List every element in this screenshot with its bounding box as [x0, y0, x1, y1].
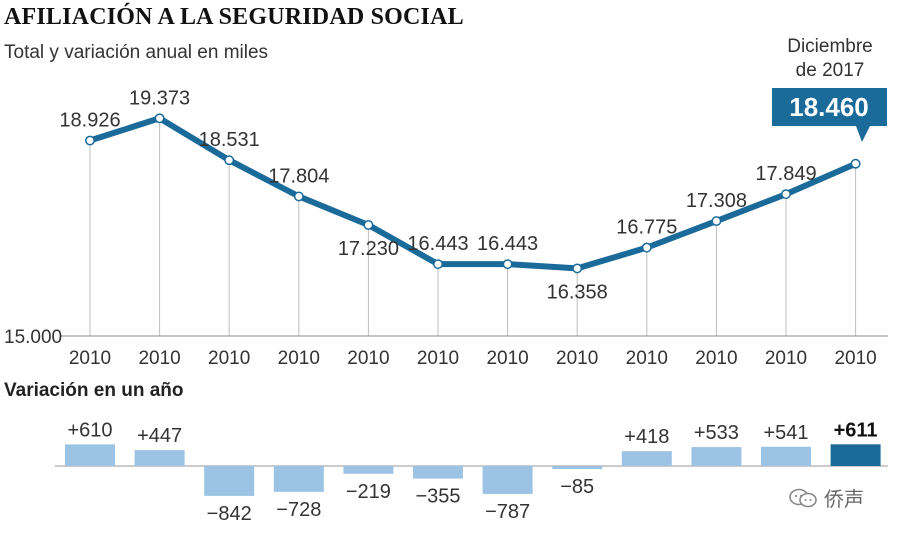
- x-tick-label: 2010: [138, 348, 180, 369]
- bar-label: −219: [346, 481, 391, 503]
- bar: [761, 446, 811, 466]
- x-tick-label: 2010: [417, 348, 459, 369]
- x-tick-label: 2010: [69, 348, 111, 369]
- bar-label: −787: [485, 501, 530, 523]
- bar: [482, 466, 533, 494]
- data-point: [224, 155, 235, 166]
- callout-line1: Diciembre: [787, 36, 873, 57]
- bar-label: +541: [763, 422, 808, 444]
- data-point: [641, 242, 652, 253]
- data-point: [850, 158, 861, 169]
- data-point: [781, 189, 791, 200]
- bar: [65, 444, 115, 466]
- bar-label: +447: [137, 425, 182, 447]
- bar: [204, 466, 255, 496]
- data-label: 16.443: [407, 233, 468, 255]
- bar-label: +418: [624, 426, 669, 448]
- data-point: [502, 259, 513, 270]
- callout: Diciembre de 2017 18.460: [772, 36, 887, 142]
- chart-subtitle: Total y variación anual en miles: [4, 42, 269, 63]
- bar-chart-title: Variación en un año: [4, 380, 184, 401]
- bar: [691, 447, 742, 466]
- callout-box: [772, 88, 887, 142]
- callout-line2: de 2017: [796, 60, 865, 81]
- bar-label: −842: [207, 503, 252, 525]
- data-label: 17.308: [686, 190, 747, 212]
- x-tick-label: 2010: [556, 348, 598, 369]
- chart-title: AFILIACIÓN A LA SEGURIDAD SOCIAL: [4, 4, 464, 30]
- x-tick-label: 2010: [347, 348, 389, 369]
- watermark-text: 侨声: [824, 489, 864, 511]
- bar: [343, 466, 394, 474]
- bar: [273, 466, 324, 492]
- x-tick-label: 2010: [278, 348, 320, 369]
- x-tick-label: 2010: [208, 348, 250, 369]
- gridlines: [89, 118, 857, 336]
- bar-label: +533: [694, 422, 739, 444]
- data-label: 16.775: [616, 217, 677, 239]
- callout-value: 18.460: [789, 92, 869, 122]
- x-tick-label: 2010: [695, 348, 737, 369]
- data-label: 19.373: [129, 87, 190, 109]
- bar-label: −85: [560, 476, 594, 498]
- watermark: 侨声: [788, 483, 864, 512]
- data-point: [363, 220, 374, 230]
- bar: [413, 466, 463, 479]
- data-point: [433, 259, 443, 270]
- data-point: [711, 216, 722, 227]
- x-tick-label: 2010: [626, 348, 668, 369]
- y-tick-label: 15.000: [4, 327, 62, 348]
- bar-label: +610: [67, 419, 112, 441]
- data-label: 17.804: [268, 165, 329, 187]
- data-point: [154, 113, 165, 124]
- data-label: 16.443: [477, 233, 538, 255]
- data-label: 18.531: [199, 129, 260, 151]
- bar-label: −728: [276, 499, 321, 521]
- data-label: 17.230: [338, 238, 399, 260]
- chat-bubble-icon: [789, 488, 817, 507]
- bar-series: +610 +447 −842 −728 −219 −355 −787 −85 +418 +533 +…: [55, 419, 888, 525]
- data-point: [293, 191, 304, 202]
- x-tick-label: 2010: [834, 348, 876, 369]
- data-point: [572, 263, 583, 274]
- data-label: 16.358: [547, 281, 608, 303]
- line-series: 18.926 19.373 18.531 17.804 17.230 16.443 16.4…: [59, 87, 861, 303]
- data-label: 17.849: [755, 163, 816, 185]
- bar-label: +611: [834, 419, 878, 441]
- bar-label: −355: [415, 486, 460, 508]
- data-label: 18.926: [59, 110, 120, 132]
- bar: [552, 466, 603, 470]
- data-point: [85, 135, 95, 146]
- x-tick-label: 2010: [486, 348, 528, 369]
- x-axis: 15.000 2010 2010 2010 2010 2010 2010 2010 2010 20…: [4, 327, 888, 369]
- x-tick-label: 2010: [765, 348, 807, 369]
- bar: [621, 451, 672, 466]
- bar: [134, 450, 185, 466]
- bar: [830, 444, 881, 466]
- series-line: [87, 115, 859, 272]
